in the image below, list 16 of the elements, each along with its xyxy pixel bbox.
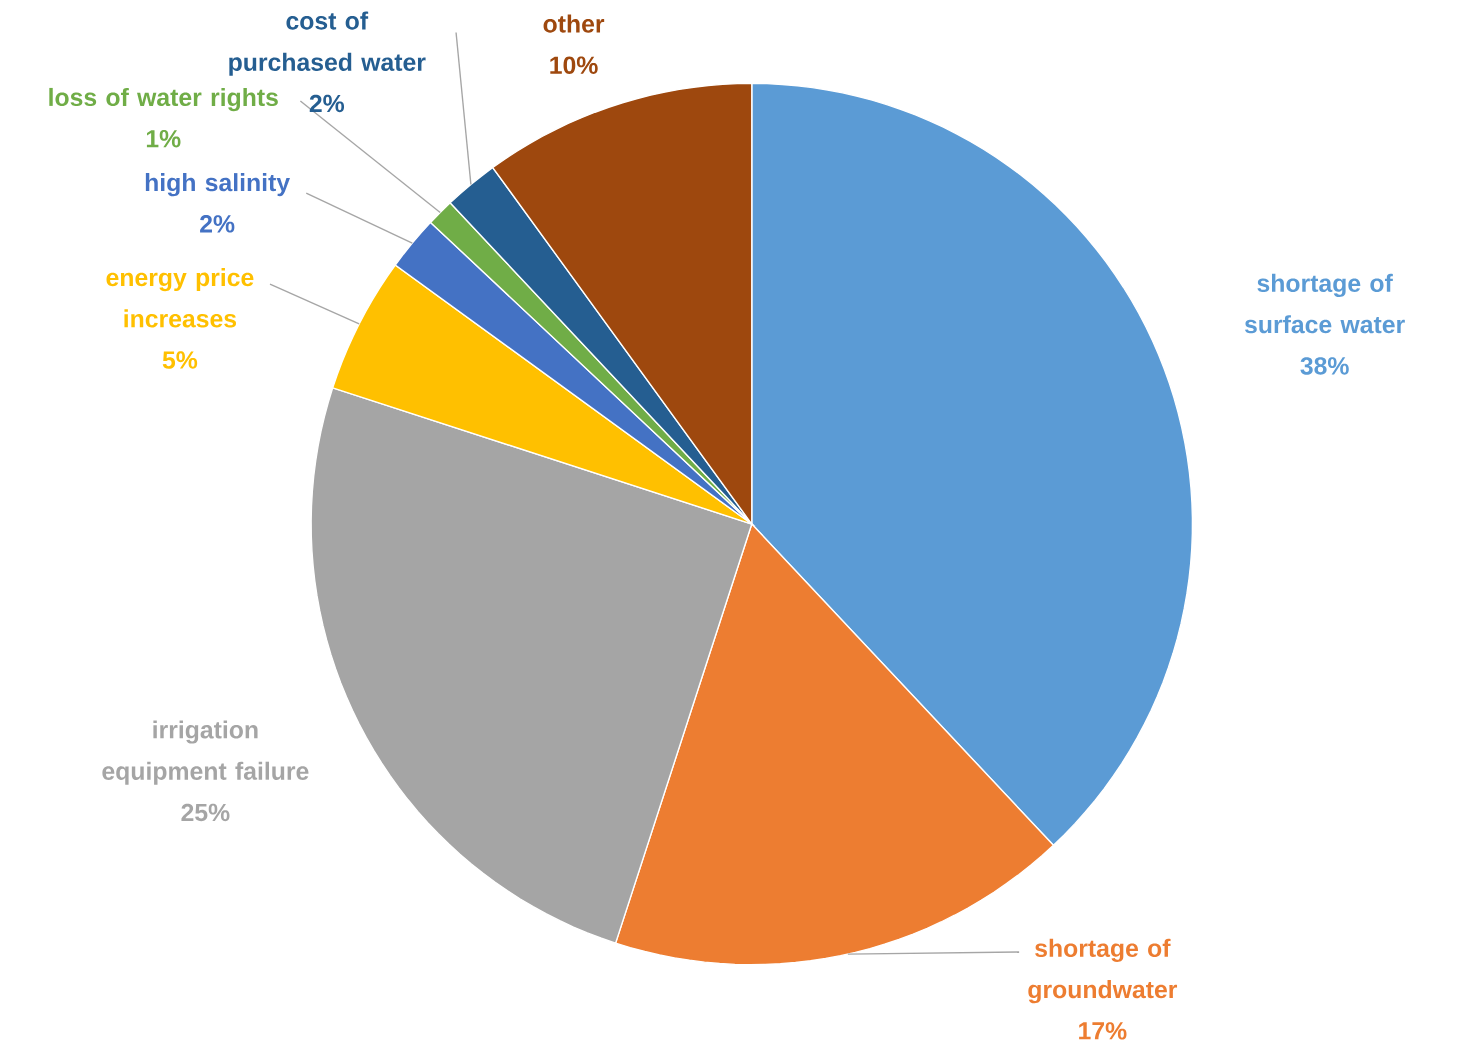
slice-label: loss of water rights — [49, 87, 278, 112]
data-label: 25% — [181, 803, 230, 822]
slice-label: shortage of surface water — [1244, 273, 1405, 334]
data-label: 5% — [162, 351, 198, 369]
data-label: 2% — [309, 94, 345, 113]
data-label: 10% — [550, 56, 598, 74]
data-label: 1% — [146, 129, 181, 148]
slice-label: other — [543, 14, 605, 33]
slice-label: irrigation equipment failure — [102, 720, 309, 785]
slice-label: high salinity — [145, 173, 290, 197]
data-label: 38% — [1300, 357, 1349, 375]
data-label: 2% — [200, 215, 235, 233]
slice-label: shortage of groundwater — [1028, 938, 1178, 1004]
data-label: 17% — [1079, 1022, 1127, 1040]
slice-label: cost of purchased water — [229, 11, 426, 76]
slice-label: energy price increases — [106, 267, 254, 328]
